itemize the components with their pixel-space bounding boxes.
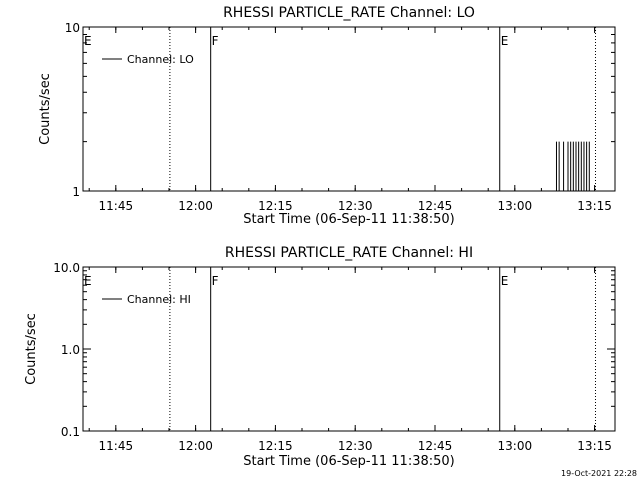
x-tick-label: 12:45 (418, 199, 453, 213)
x-axis-label: Start Time (06-Sep-11 11:38:50) (243, 212, 454, 227)
event-marker-label: E (501, 34, 509, 48)
event-marker-label: E (84, 274, 92, 288)
plot-frame (82, 26, 616, 192)
y-axis-label: Counts/sec (24, 313, 39, 385)
event-marker-label: F (212, 274, 219, 288)
legend-label: Channel: LO (127, 53, 194, 66)
y-tick-label: 10 (65, 21, 80, 35)
x-tick-label: 13:00 (498, 439, 533, 453)
x-tick-label: 12:15 (258, 439, 293, 453)
x-tick-label: 13:15 (577, 439, 612, 453)
x-tick-label: 11:45 (99, 199, 134, 213)
chart-title: RHESSI PARTICLE_RATE Channel: LO (223, 5, 475, 21)
x-tick-label: 11:45 (99, 439, 134, 453)
x-axis-label: Start Time (06-Sep-11 11:38:50) (243, 454, 454, 469)
x-tick-label: 12:15 (258, 199, 293, 213)
y-tick-label: 10.0 (53, 261, 80, 275)
chart-title: RHESSI PARTICLE_RATE Channel: HI (225, 245, 473, 261)
x-tick-label: 12:30 (338, 199, 373, 213)
y-tick-label: 1.0 (61, 343, 80, 357)
legend-label: Channel: HI (127, 293, 191, 306)
event-marker-label: F (212, 34, 219, 48)
x-tick-label: 12:45 (418, 439, 453, 453)
x-tick-label: 13:15 (577, 199, 612, 213)
y-tick-label: 0.1 (61, 425, 80, 439)
footer-timestamp: 19-Oct-2021 22:28 (561, 469, 637, 478)
x-tick-label: 12:00 (178, 199, 213, 213)
x-tick-label: 13:00 (498, 199, 533, 213)
y-axis-label: Counts/sec (38, 73, 53, 145)
plot-frame (82, 266, 616, 432)
event-marker-label: E (84, 34, 92, 48)
x-tick-label: 12:30 (338, 439, 373, 453)
x-tick-label: 12:00 (178, 439, 213, 453)
event-marker-label: E (501, 274, 509, 288)
y-tick-label: 1 (72, 185, 80, 199)
